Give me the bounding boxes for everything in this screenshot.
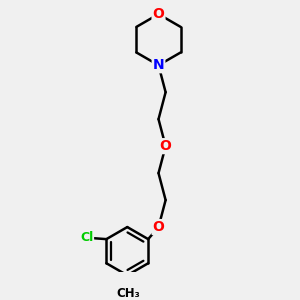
Text: O: O — [153, 220, 164, 234]
Text: CH₃: CH₃ — [117, 287, 141, 300]
Text: O: O — [160, 139, 172, 153]
Text: N: N — [153, 58, 164, 72]
Text: O: O — [153, 7, 164, 21]
Text: Cl: Cl — [80, 231, 93, 244]
